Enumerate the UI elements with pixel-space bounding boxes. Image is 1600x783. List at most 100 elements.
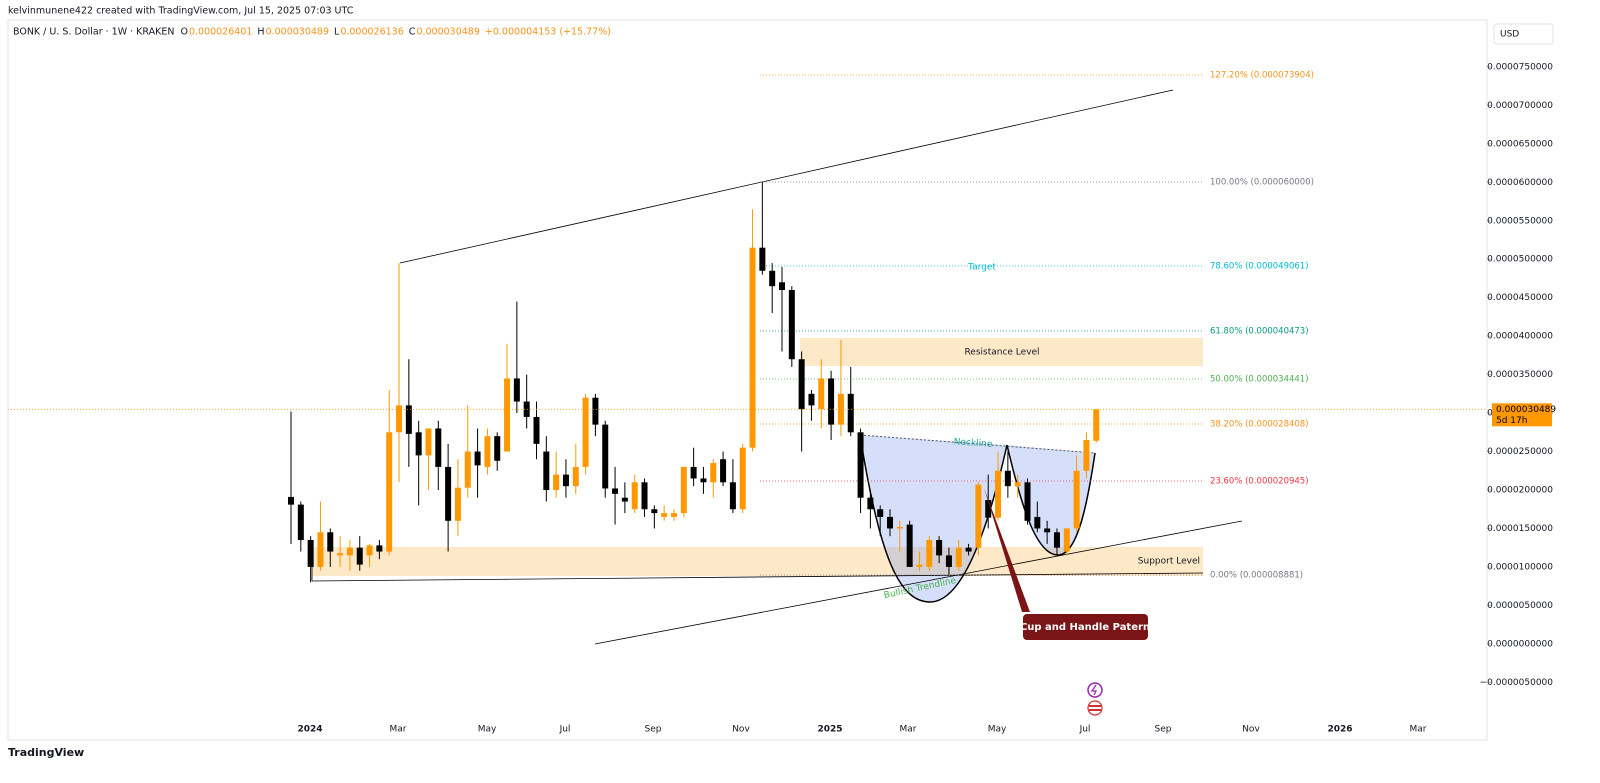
flag-icon[interactable]: [1087, 700, 1103, 716]
x-tick-label: Sep: [645, 725, 662, 735]
candle-body: [975, 484, 982, 548]
candle-body: [729, 482, 736, 510]
price-badge-countdown: 5d 17h: [1496, 416, 1527, 426]
candle-body: [651, 509, 658, 514]
logo: TradingView: [8, 746, 84, 759]
y-tick-label: 0.0000600000: [1487, 178, 1553, 188]
x-tick-label: Jul: [559, 725, 571, 735]
target-label: Target: [967, 263, 996, 273]
price-badge: [1492, 403, 1552, 427]
candle-body: [356, 547, 363, 565]
candle-body: [307, 540, 314, 567]
callout-box: [1023, 614, 1148, 640]
candle-body: [1073, 470, 1080, 529]
symbol: BONK / U. S. Dollar · 1W · KRAKEN: [13, 27, 174, 38]
candle-body: [415, 432, 422, 456]
candle-body: [847, 393, 854, 433]
change: +0.000004153 (+15.77%): [485, 27, 611, 38]
candle-body: [297, 504, 304, 540]
candle-body: [720, 459, 727, 483]
candle-body: [337, 553, 344, 556]
candle-body: [425, 428, 432, 456]
support-label: Support Level: [1138, 557, 1200, 567]
candle-body: [867, 497, 874, 510]
candle-body: [631, 482, 638, 510]
candle-body: [474, 451, 481, 466]
flag-stripe: [1089, 709, 1101, 711]
candle-body: [710, 463, 717, 483]
candle-body: [926, 540, 933, 567]
x-tick-label: 2026: [1327, 725, 1352, 735]
candle-body: [906, 524, 913, 567]
candle-body: [317, 532, 324, 567]
ohlc-key: C: [409, 27, 416, 38]
y-tick-label: 0.0000750000: [1487, 62, 1553, 72]
currency-button[interactable]: [1493, 23, 1554, 45]
y-tick-label: 0.0000650000: [1487, 139, 1553, 149]
fib-label: 100.00% (0.000060000): [1210, 178, 1314, 188]
candle-body: [562, 474, 569, 487]
candle-body: [523, 401, 530, 417]
candle-body: [1034, 516, 1041, 529]
x-tick-label: Nov: [732, 725, 750, 735]
ohlc-value: 0.000030489: [416, 27, 479, 38]
candle-body: [504, 378, 511, 452]
candle-body: [405, 405, 412, 434]
y-tick-label: −0.0000050000: [1480, 678, 1554, 688]
candle-body: [690, 466, 697, 479]
ohlc-key: H: [257, 27, 264, 38]
x-tick-label: Mar: [1410, 725, 1427, 735]
x-tick-label: Nov: [1242, 725, 1260, 735]
candle-body: [396, 405, 403, 433]
candle-body: [327, 532, 334, 552]
fib-label: 38.20% (0.000028408): [1210, 420, 1309, 430]
fib-label: 61.80% (0.000040473): [1210, 327, 1309, 337]
candle-body: [1024, 482, 1031, 521]
ohlc-value: 0.000026136: [340, 27, 403, 38]
neckline: [859, 434, 1096, 454]
y-tick-label: 0.0000000000: [1487, 639, 1553, 649]
currency-label: USD: [1500, 30, 1519, 40]
fib-label: 0.00% (0.000008881): [1210, 571, 1303, 581]
upper-channel: [399, 89, 1174, 264]
candle-body: [1004, 470, 1011, 487]
y-tick-label: 0.0000100000: [1487, 562, 1553, 572]
candle-body: [837, 393, 844, 425]
candle-body: [513, 378, 520, 402]
x-tick-label: 2024: [297, 725, 322, 735]
candle-body: [936, 540, 943, 556]
candle-body: [808, 393, 815, 406]
y-tick-label: 0.0000450000: [1487, 293, 1553, 303]
fib-label: 78.60% (0.000049061): [1210, 262, 1309, 272]
candle-body: [828, 378, 835, 425]
event-icon[interactable]: [1087, 682, 1103, 698]
credit: kelvinmunene422 created with TradingView…: [8, 6, 354, 17]
candle-body: [680, 466, 687, 514]
support-zone: [312, 547, 1203, 576]
candle-body: [1053, 532, 1060, 548]
candle-body: [553, 474, 560, 490]
resistance-label: Resistance Level: [964, 348, 1039, 358]
ohlc-key: L: [334, 27, 340, 38]
ohlc-value: 0.000026401: [189, 27, 252, 38]
x-tick-label: Sep: [1155, 725, 1172, 735]
ohlc-key: O: [180, 27, 187, 38]
x-tick-label: Mar: [900, 725, 917, 735]
x-tick-label: Mar: [390, 725, 407, 735]
ohlc-value: 0.000030489: [266, 27, 329, 38]
candles: [288, 182, 1100, 583]
candle-body: [1093, 409, 1100, 441]
event-icon-bolt: [1090, 684, 1098, 696]
base-line: [311, 572, 1204, 582]
candle-body: [445, 466, 452, 521]
candle-body: [612, 488, 619, 494]
candle-body: [857, 432, 864, 498]
candle-body: [788, 290, 795, 360]
candle-body: [346, 547, 353, 556]
candle-body: [464, 451, 471, 488]
candle-body: [818, 378, 825, 410]
candle-body: [877, 509, 884, 517]
neckline-label: Neckline: [953, 437, 993, 450]
candle-body: [533, 416, 540, 444]
